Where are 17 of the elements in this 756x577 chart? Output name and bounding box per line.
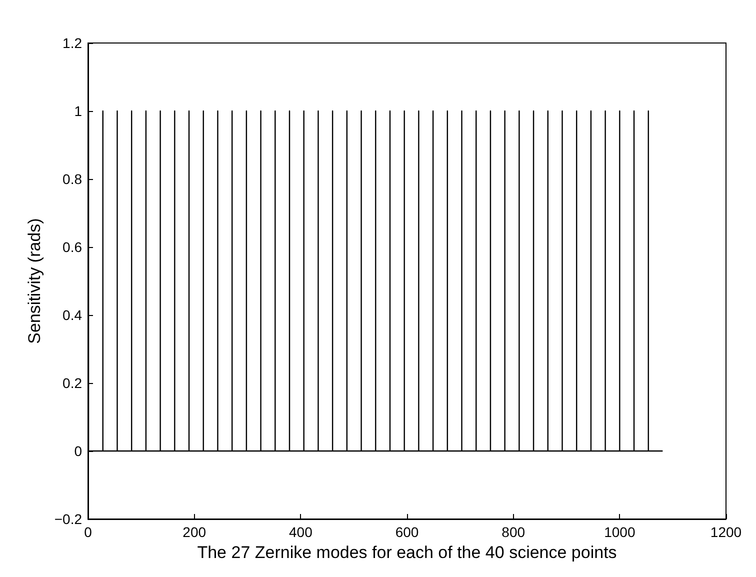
x-tick-label: 1200 [710, 524, 742, 540]
x-tick-label: 0 [84, 524, 92, 540]
y-tick-label: −0.2 [54, 511, 82, 527]
x-tick-label: 400 [288, 524, 313, 540]
x-tick-label: 200 [182, 524, 206, 540]
x-tick-label: 600 [395, 524, 419, 540]
y-axis-title: Sensitivity (rads) [25, 218, 44, 344]
y-tick-label: 1.2 [62, 35, 82, 51]
y-tick-label: 1 [74, 103, 82, 119]
y-tick-label: 0.6 [62, 239, 82, 255]
y-tick-label: 0.4 [62, 307, 82, 323]
y-tick-label: 0.2 [62, 375, 82, 391]
y-tick-label: 0.8 [62, 171, 82, 187]
x-tick-label: 1000 [604, 524, 636, 540]
x-axis-title: The 27 Zernike modes for each of the 40 science points [197, 542, 617, 562]
x-tick-label: 800 [502, 524, 526, 540]
y-tick-label: 0 [74, 443, 82, 459]
